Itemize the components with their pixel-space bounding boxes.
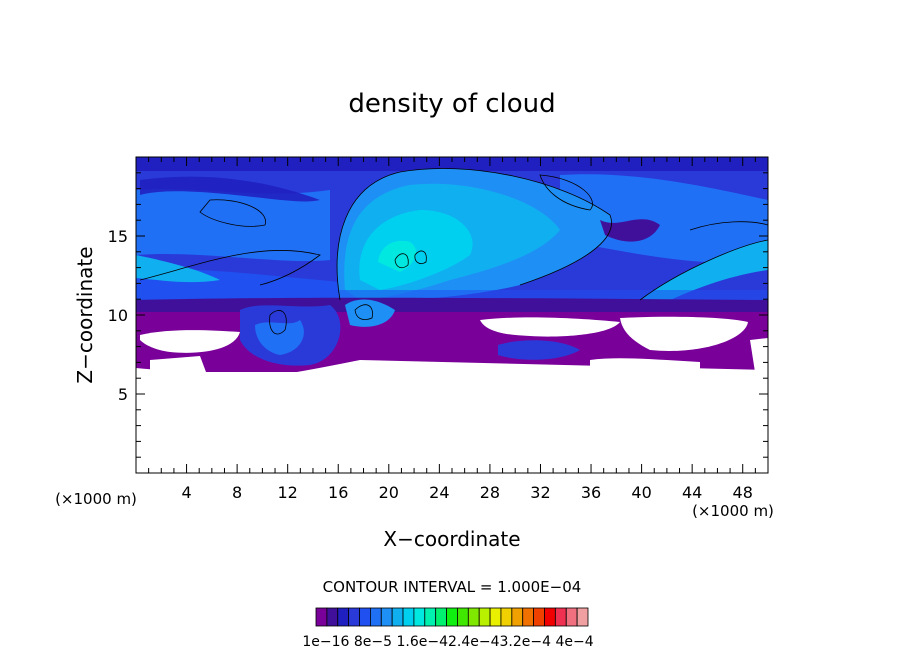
x-tick-label: 40 bbox=[631, 483, 651, 502]
colorbar-swatch bbox=[522, 607, 534, 627]
x-tick-label: 32 bbox=[530, 483, 550, 502]
y-tick-label: 15 bbox=[108, 227, 128, 246]
colorbar-swatch bbox=[380, 607, 393, 627]
colorbar-swatch bbox=[489, 607, 502, 627]
heatmap-field bbox=[136, 157, 768, 473]
colorbar-swatch bbox=[424, 607, 437, 627]
x-tick-label: 28 bbox=[480, 483, 500, 502]
x-tick-label: 20 bbox=[379, 483, 399, 502]
colorbar-swatch bbox=[565, 607, 578, 627]
x-tick-label: 12 bbox=[278, 483, 298, 502]
colorbar-swatch bbox=[544, 607, 556, 627]
colorbar-swatch bbox=[369, 607, 382, 627]
x-unit-right: (×1000 m) bbox=[692, 502, 774, 520]
colorbar-swatch bbox=[315, 607, 328, 627]
colorbar-swatch bbox=[500, 607, 513, 627]
chart-title: density of cloud bbox=[348, 89, 555, 119]
y-axis: 5 10 15 bbox=[108, 172, 768, 458]
colorbar-swatch bbox=[348, 607, 360, 627]
colorbar-swatch bbox=[533, 607, 545, 627]
colorbar-swatch bbox=[554, 607, 567, 627]
y-axis-label: Z−coordinate bbox=[73, 246, 97, 383]
x-tick-label: 16 bbox=[328, 483, 348, 502]
colorbar-swatch bbox=[457, 607, 469, 627]
colorbar-swatch bbox=[359, 607, 371, 627]
colorbar bbox=[315, 607, 589, 627]
colorbar-labels: 1e−16 8e−5 1.6e−42.4e−43.2e−4 4e−4 bbox=[302, 634, 593, 650]
colorbar-swatch bbox=[478, 607, 491, 627]
colorbar-swatch bbox=[391, 607, 404, 627]
colorbar-swatch bbox=[467, 607, 480, 627]
x-axis-label: X−coordinate bbox=[383, 527, 520, 551]
colorbar-swatch bbox=[511, 607, 524, 627]
x-tick-label: 4 bbox=[181, 483, 191, 502]
colorbar-swatch bbox=[446, 607, 458, 627]
x-tick-label: 44 bbox=[682, 483, 702, 502]
colorbar-swatch bbox=[413, 607, 426, 627]
colorbar-swatch bbox=[402, 607, 415, 627]
y-tick-label: 5 bbox=[118, 385, 128, 404]
colorbar-swatch bbox=[337, 607, 350, 627]
x-tick-label: 24 bbox=[429, 483, 449, 502]
contour-interval-text: CONTOUR INTERVAL = 1.000E−04 bbox=[323, 578, 582, 596]
x-unit-left: (×1000 m) bbox=[55, 490, 137, 508]
x-tick-label: 48 bbox=[733, 483, 753, 502]
y-tick-label: 10 bbox=[108, 306, 128, 325]
x-tick-label: 8 bbox=[232, 483, 242, 502]
colorbar-swatch bbox=[576, 607, 589, 627]
colorbar-swatch bbox=[326, 607, 339, 627]
x-axis: 4 8 12 16 20 24 28 32 36 40 44 48 bbox=[148, 157, 756, 502]
colorbar-swatch bbox=[435, 607, 447, 627]
x-tick-label: 36 bbox=[581, 483, 601, 502]
contour-lines bbox=[139, 168, 768, 335]
